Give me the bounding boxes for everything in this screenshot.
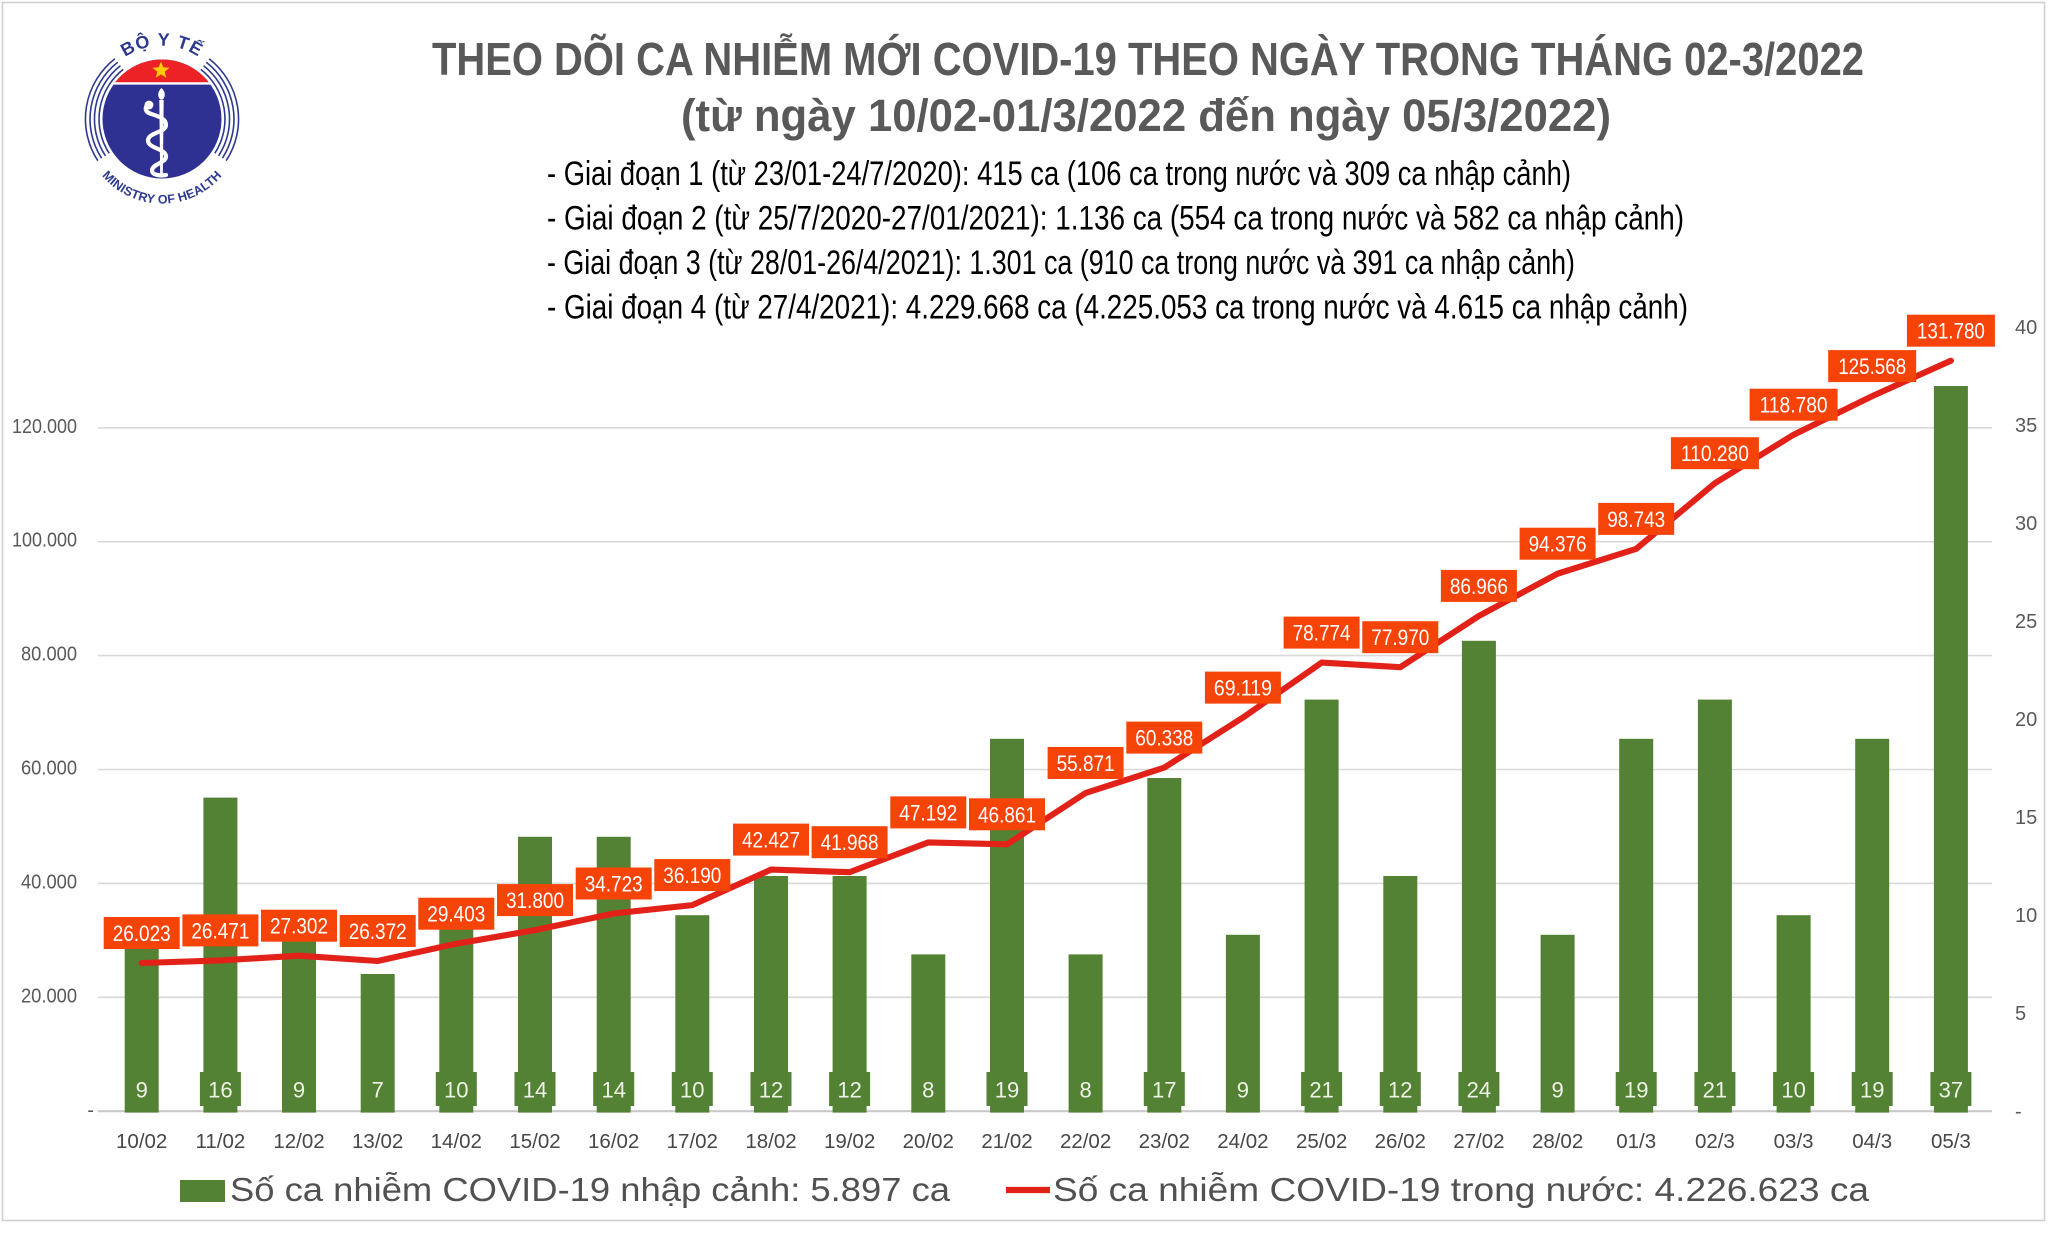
svg-text:23/02: 23/02 (1139, 1130, 1190, 1153)
svg-text:THEO DÕI CA NHIỄM MỚI COVID-19: THEO DÕI CA NHIỄM MỚI COVID-19 THEO NGÀY… (432, 33, 1864, 85)
svg-text:60.338: 60.338 (1135, 726, 1193, 751)
svg-text:22/02: 22/02 (1060, 1130, 1111, 1153)
svg-text:14: 14 (523, 1078, 547, 1103)
svg-text:05/3: 05/3 (1931, 1130, 1971, 1153)
svg-text:25: 25 (2015, 611, 2037, 633)
svg-text:21/02: 21/02 (981, 1130, 1032, 1153)
svg-text:- Giai đoạn 1 (từ 23/01-24/7/2: - Giai đoạn 1 (từ 23/01-24/7/2020): 415 … (547, 155, 1571, 193)
svg-text:9: 9 (1237, 1078, 1249, 1103)
svg-text:27.302: 27.302 (270, 914, 328, 939)
svg-text:30: 30 (2015, 513, 2037, 535)
svg-text:15/02: 15/02 (509, 1130, 560, 1153)
svg-text:12: 12 (759, 1078, 783, 1103)
svg-text:31.800: 31.800 (506, 888, 564, 913)
svg-text:- Giai đoạn 4 (từ 27/4/2021):: - Giai đoạn 4 (từ 27/4/2021): 4.229.668 … (547, 289, 1688, 327)
svg-text:26.372: 26.372 (349, 919, 407, 944)
svg-text:9: 9 (1551, 1078, 1563, 1103)
svg-text:8: 8 (922, 1078, 934, 1103)
svg-text:16/02: 16/02 (588, 1130, 639, 1153)
svg-text:20: 20 (2015, 709, 2037, 731)
svg-text:19: 19 (1860, 1078, 1884, 1103)
svg-text:19/02: 19/02 (824, 1130, 875, 1153)
svg-text:Số ca nhiễm COVID-19 trong nướ: Số ca nhiễm COVID-19 trong nước: 4.226.6… (1053, 1171, 1869, 1209)
svg-text:14/02: 14/02 (431, 1130, 482, 1153)
svg-text:55.871: 55.871 (1057, 751, 1115, 776)
svg-text:131.780: 131.780 (1917, 319, 1985, 344)
svg-text:35: 35 (2015, 415, 2037, 437)
svg-text:60.000: 60.000 (21, 758, 77, 780)
svg-text:14: 14 (601, 1078, 625, 1103)
svg-text:7: 7 (372, 1078, 384, 1103)
svg-text:10/02: 10/02 (116, 1130, 167, 1153)
svg-text:20.000: 20.000 (21, 985, 77, 1007)
svg-text:-: - (2015, 1101, 2022, 1123)
svg-text:40.000: 40.000 (21, 871, 77, 893)
svg-text:25/02: 25/02 (1296, 1130, 1347, 1153)
svg-text:69.119: 69.119 (1214, 676, 1272, 701)
svg-text:- Giai đoạn 3 (từ 28/01-26/4/2: - Giai đoạn 3 (từ 28/01-26/4/2021): 1.30… (547, 244, 1575, 282)
svg-text:125.568: 125.568 (1838, 354, 1906, 379)
svg-text:26.471: 26.471 (191, 918, 249, 943)
svg-text:15: 15 (2015, 807, 2037, 829)
svg-text:20/02: 20/02 (903, 1130, 954, 1153)
svg-text:5: 5 (2015, 1003, 2026, 1025)
svg-text:19: 19 (995, 1078, 1019, 1103)
svg-text:19: 19 (1624, 1078, 1648, 1103)
svg-text:42.427: 42.427 (742, 828, 800, 853)
svg-text:41.968: 41.968 (821, 830, 879, 855)
svg-text:26/02: 26/02 (1375, 1130, 1426, 1153)
svg-text:24/02: 24/02 (1217, 1130, 1268, 1153)
svg-text:12/02: 12/02 (273, 1130, 324, 1153)
svg-text:12: 12 (837, 1078, 861, 1103)
svg-text:27/02: 27/02 (1453, 1130, 1504, 1153)
svg-text:94.376: 94.376 (1529, 532, 1587, 557)
svg-text:46.861: 46.861 (978, 802, 1036, 827)
svg-text:13/02: 13/02 (352, 1130, 403, 1153)
svg-text:86.966: 86.966 (1450, 574, 1508, 599)
svg-text:8: 8 (1079, 1078, 1091, 1103)
svg-text:-: - (87, 1100, 94, 1122)
svg-text:47.192: 47.192 (899, 800, 957, 825)
svg-text:10: 10 (680, 1078, 704, 1103)
svg-text:28/02: 28/02 (1532, 1130, 1583, 1153)
svg-text:18/02: 18/02 (745, 1130, 796, 1153)
svg-text:40: 40 (2015, 317, 2037, 339)
svg-text:02/3: 02/3 (1695, 1130, 1735, 1153)
svg-text:9: 9 (293, 1078, 305, 1103)
svg-text:9: 9 (136, 1078, 148, 1103)
svg-text:26.023: 26.023 (113, 921, 171, 946)
svg-text:17/02: 17/02 (667, 1130, 718, 1153)
svg-text:21: 21 (1703, 1078, 1727, 1103)
svg-text:78.774: 78.774 (1293, 621, 1351, 646)
svg-text:10: 10 (444, 1078, 468, 1103)
svg-text:11/02: 11/02 (196, 1130, 246, 1153)
svg-text:01/3: 01/3 (1616, 1130, 1656, 1153)
svg-text:37: 37 (1939, 1078, 1963, 1103)
svg-text:100.000: 100.000 (12, 530, 77, 552)
svg-text:10: 10 (1781, 1078, 1805, 1103)
svg-text:12: 12 (1388, 1078, 1412, 1103)
svg-text:77.970: 77.970 (1371, 625, 1429, 650)
svg-text:29.403: 29.403 (427, 902, 485, 927)
svg-text:34.723: 34.723 (585, 872, 643, 897)
svg-text:120.000: 120.000 (12, 416, 77, 438)
svg-text:118.780: 118.780 (1760, 393, 1828, 418)
svg-text:24: 24 (1467, 1078, 1491, 1103)
svg-text:36.190: 36.190 (663, 863, 721, 888)
svg-text:03/3: 03/3 (1774, 1130, 1814, 1153)
svg-text:04/3: 04/3 (1852, 1130, 1892, 1153)
svg-text:98.743: 98.743 (1607, 507, 1665, 532)
svg-text:80.000: 80.000 (21, 644, 77, 666)
svg-text:(từ ngày 10/02-01/3/2022 đến n: (từ ngày 10/02-01/3/2022 đến ngày 05/3/2… (681, 90, 1611, 141)
svg-text:Số ca nhiễm COVID-19 nhập cảnh: Số ca nhiễm COVID-19 nhập cảnh: 5.897 ca (230, 1171, 950, 1209)
svg-text:10: 10 (2015, 905, 2037, 927)
svg-text:17: 17 (1152, 1078, 1176, 1103)
svg-text:110.280: 110.280 (1681, 441, 1749, 466)
svg-text:21: 21 (1309, 1078, 1333, 1103)
svg-text:- Giai đoạn 2 (từ 25/7/2020-27: - Giai đoạn 2 (từ 25/7/2020-27/01/2021):… (547, 200, 1684, 238)
svg-text:16: 16 (208, 1078, 232, 1103)
